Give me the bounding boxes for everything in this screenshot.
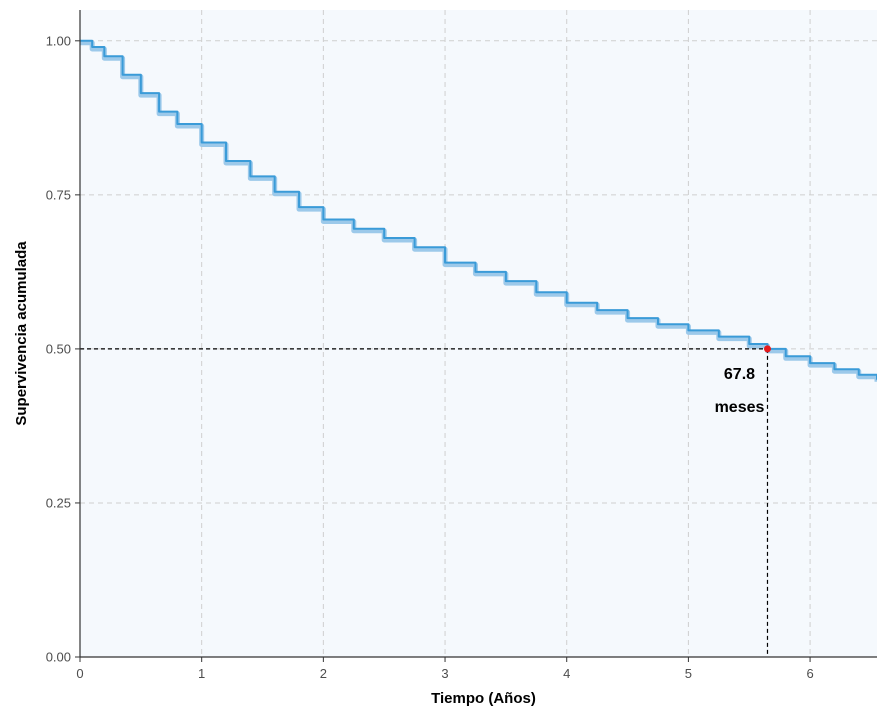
x-tick-label: 3 xyxy=(441,666,448,681)
y-tick-labels: 0.00 0.25 0.50 0.75 1.00 xyxy=(46,33,71,664)
y-tick-label: 0.00 xyxy=(46,650,71,665)
y-tick-label: 1.00 xyxy=(46,33,71,48)
x-tick-labels: 0 1 2 3 4 5 6 xyxy=(76,666,813,681)
x-tick-label: 1 xyxy=(198,666,205,681)
x-tick-label: 2 xyxy=(320,666,327,681)
y-tick-label: 0.75 xyxy=(46,187,71,202)
x-axis-title: Tiempo (Años) xyxy=(431,690,536,707)
y-tick-label: 0.50 xyxy=(46,341,71,356)
median-annotation-value: 67.8 xyxy=(724,366,755,383)
x-tick-label: 0 xyxy=(76,666,83,681)
median-point xyxy=(763,345,771,353)
x-tick-label: 5 xyxy=(685,666,692,681)
axes-group xyxy=(75,10,877,662)
x-tick-label: 6 xyxy=(806,666,813,681)
median-reference-group xyxy=(80,345,771,657)
y-axis-title: Supervivencia acumulada xyxy=(13,241,30,426)
y-tick-label: 0.25 xyxy=(46,495,71,510)
plot-panel xyxy=(80,10,877,657)
x-tick-label: 4 xyxy=(563,666,570,681)
median-annotation-unit: meses xyxy=(715,399,765,416)
